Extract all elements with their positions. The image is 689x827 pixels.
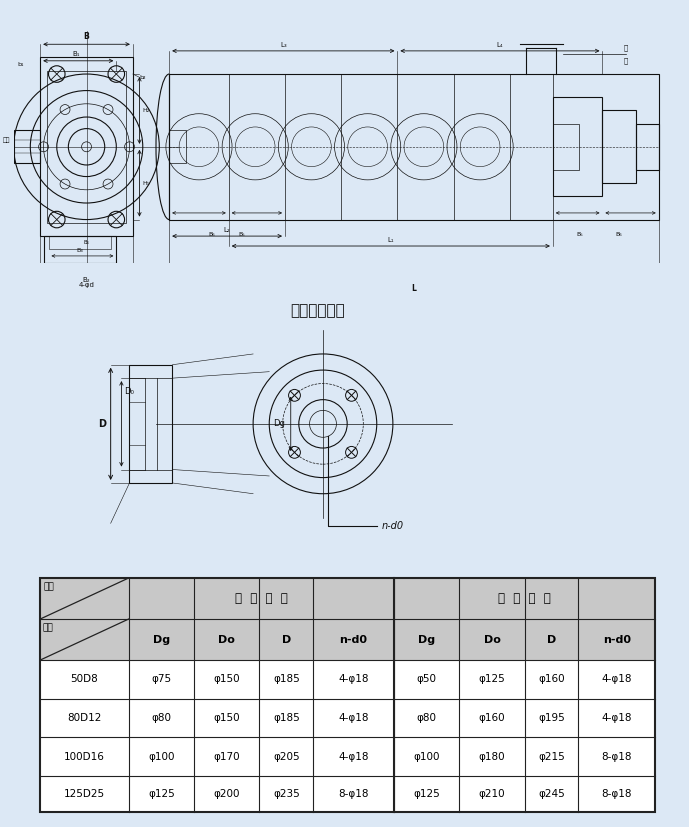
- Text: L: L: [411, 284, 416, 293]
- Text: B: B: [83, 32, 90, 41]
- Text: B₃: B₃: [76, 247, 83, 252]
- Text: B₆: B₆: [616, 232, 622, 237]
- Text: 出: 出: [624, 45, 628, 51]
- Text: 4-φ18: 4-φ18: [338, 713, 369, 723]
- Bar: [602, 111, 635, 183]
- Text: φ100: φ100: [148, 752, 174, 762]
- Text: L₂: L₂: [224, 227, 230, 232]
- Text: φ50: φ50: [417, 674, 437, 685]
- Text: Dg: Dg: [153, 634, 170, 644]
- Text: φ125: φ125: [413, 789, 440, 799]
- Text: L₁: L₁: [387, 237, 394, 242]
- Text: φ195: φ195: [538, 713, 565, 723]
- Text: 4-φ18: 4-φ18: [601, 674, 633, 685]
- Text: D: D: [282, 634, 291, 644]
- Text: 吐  出  法  兰: 吐 出 法 兰: [498, 592, 551, 605]
- Text: φ180: φ180: [479, 752, 505, 762]
- Text: 8-φ18: 8-φ18: [338, 789, 369, 799]
- Bar: [169, 131, 186, 163]
- Text: φ80: φ80: [417, 713, 437, 723]
- Text: φ125: φ125: [479, 674, 505, 685]
- Bar: [40, 619, 655, 660]
- Text: Dg: Dg: [274, 419, 285, 428]
- Text: φ185: φ185: [273, 674, 300, 685]
- Text: φ205: φ205: [273, 752, 300, 762]
- Bar: [635, 124, 659, 170]
- Bar: [40, 578, 655, 812]
- Text: φ75: φ75: [152, 674, 172, 685]
- Bar: [40, 699, 655, 738]
- Text: φ160: φ160: [538, 674, 565, 685]
- Text: φ150: φ150: [214, 713, 240, 723]
- Text: φ200: φ200: [214, 789, 240, 799]
- Bar: [40, 660, 655, 699]
- Text: 4-φ18: 4-φ18: [601, 713, 633, 723]
- Text: 50D8: 50D8: [70, 674, 99, 685]
- Text: L₃: L₃: [280, 41, 287, 48]
- Text: Dg: Dg: [418, 634, 435, 644]
- Text: B₁: B₁: [73, 51, 81, 58]
- Text: H₁: H₁: [143, 180, 150, 186]
- Bar: [48, 236, 112, 249]
- Text: B₅: B₅: [238, 232, 245, 237]
- Text: D: D: [547, 634, 556, 644]
- Text: 4-φd: 4-φd: [79, 282, 94, 289]
- Bar: [43, 236, 116, 262]
- Text: L₄: L₄: [497, 41, 503, 48]
- Text: D: D: [99, 418, 107, 429]
- Text: φ125: φ125: [148, 789, 175, 799]
- Bar: [40, 58, 133, 236]
- Text: φ100: φ100: [413, 752, 440, 762]
- Text: 8-φ18: 8-φ18: [601, 789, 633, 799]
- Text: B₂: B₂: [83, 277, 90, 284]
- Text: n-d0: n-d0: [603, 634, 631, 644]
- Bar: [40, 776, 655, 812]
- Text: 125D25: 125D25: [64, 789, 105, 799]
- Text: φ80: φ80: [152, 713, 172, 723]
- Text: 80D12: 80D12: [68, 713, 102, 723]
- Text: 进水: 进水: [3, 137, 10, 143]
- Text: 尺寸: 尺寸: [42, 623, 53, 632]
- Bar: [553, 98, 602, 196]
- Bar: [130, 365, 172, 483]
- Text: φ170: φ170: [214, 752, 240, 762]
- Text: b₁: b₁: [17, 62, 23, 67]
- Text: φ235: φ235: [273, 789, 300, 799]
- Bar: [40, 578, 655, 619]
- Bar: [14, 131, 40, 163]
- Bar: [169, 74, 659, 219]
- Text: B₄: B₄: [83, 240, 90, 245]
- Text: 8-φ18: 8-φ18: [601, 752, 633, 762]
- Text: b₂: b₂: [139, 74, 146, 80]
- Text: 吸  入  法  兰: 吸 入 法 兰: [235, 592, 288, 605]
- Text: φ185: φ185: [273, 713, 300, 723]
- Text: B₅: B₅: [576, 232, 583, 237]
- Bar: [47, 71, 126, 222]
- Text: Do: Do: [218, 634, 235, 644]
- Text: 4-φ18: 4-φ18: [338, 752, 369, 762]
- Text: 吸入吐出法兰: 吸入吐出法兰: [290, 303, 345, 318]
- Text: φ150: φ150: [214, 674, 240, 685]
- Text: n-d0: n-d0: [340, 634, 367, 644]
- Bar: [40, 738, 655, 776]
- Text: D₀: D₀: [124, 387, 134, 396]
- Text: φ210: φ210: [479, 789, 505, 799]
- Text: Do: Do: [484, 634, 500, 644]
- Text: 型号: 型号: [43, 582, 54, 591]
- Text: B₆: B₆: [209, 232, 216, 237]
- Text: n-d0: n-d0: [382, 521, 404, 531]
- Text: H₂: H₂: [143, 108, 150, 113]
- Text: 水: 水: [624, 58, 628, 65]
- Text: 4-φ18: 4-φ18: [338, 674, 369, 685]
- Text: 100D16: 100D16: [64, 752, 105, 762]
- Bar: [553, 124, 579, 170]
- Text: φ160: φ160: [479, 713, 505, 723]
- Text: φ245: φ245: [538, 789, 565, 799]
- Text: φ215: φ215: [538, 752, 565, 762]
